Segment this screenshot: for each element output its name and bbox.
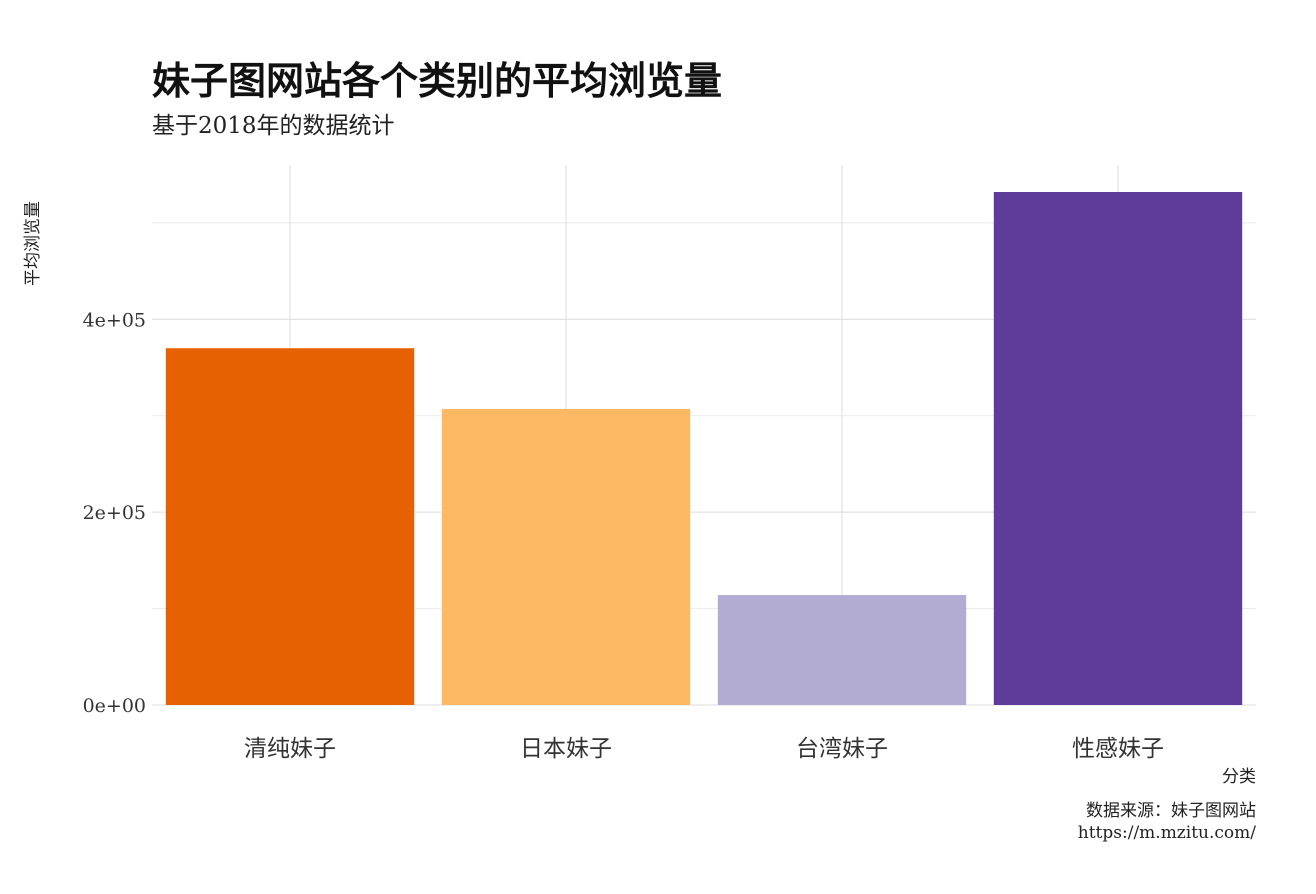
x-tick-label: 日本妹子 [520,736,612,762]
caption-source: 数据来源：妹子图网站 [1086,801,1256,821]
caption-url: https://m.mzitu.com/ [1077,823,1256,843]
x-tick-labels: 清纯妹子 日本妹子 台湾妹子 性感妹子 [244,736,1164,762]
y-tick-label: 4e+05 [83,309,146,331]
chart-caption: 数据来源：妹子图网站 https://m.mzitu.com/ [1078,800,1256,844]
bar-2 [441,408,691,705]
bar-4 [993,192,1243,705]
y-tick-labels: 0e+00 2e+05 4e+05 [83,309,146,717]
chart-subtitle: 基于2018年的数据统计 [152,113,395,139]
bars [165,192,1243,705]
chart-title: 妹子图网站各个类别的平均浏览量 [152,58,723,103]
bar-3 [717,595,967,705]
bar-1 [165,348,415,705]
x-tick-label: 性感妹子 [1072,736,1164,762]
y-tick-label: 0e+00 [83,695,146,717]
x-tick-label: 台湾妹子 [796,736,888,762]
y-tick-label: 2e+05 [83,502,146,524]
x-tick-label: 清纯妹子 [244,736,336,762]
x-axis-label: 分类 [1222,767,1256,787]
